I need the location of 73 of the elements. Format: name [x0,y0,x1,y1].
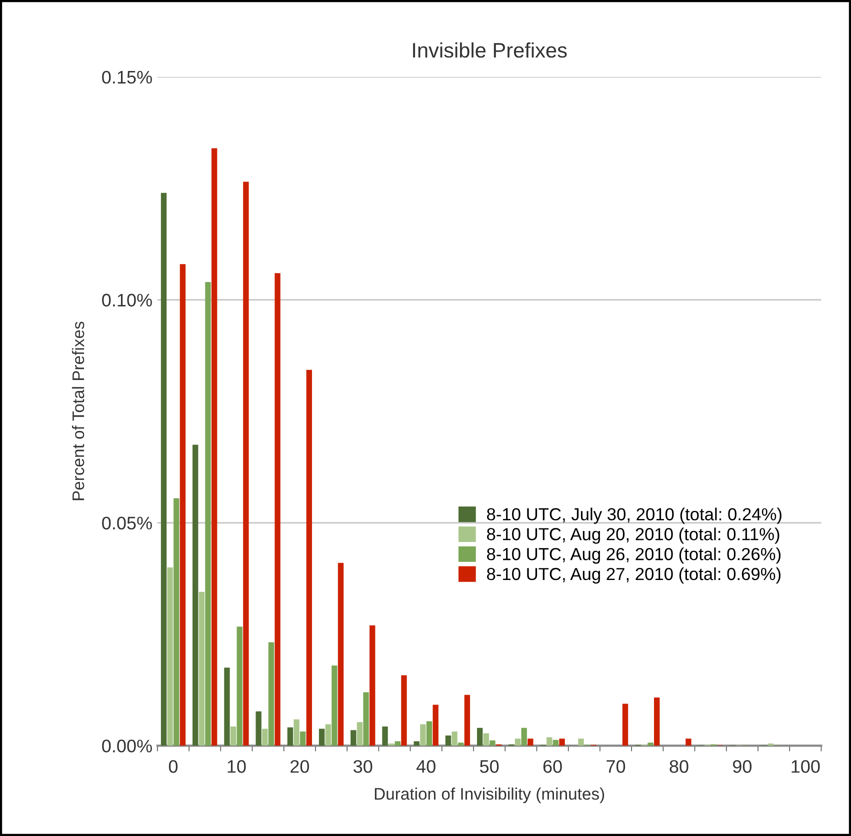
bar [654,698,660,746]
bar [300,731,306,746]
bar [648,742,654,746]
bar [420,724,426,746]
bar [514,738,521,746]
bar [521,728,527,746]
bar [294,719,300,746]
bar [205,282,211,746]
legend-label: 8-10 UTC, July 30, 2010 (total: 0.24%) [487,508,782,524]
bar [445,735,452,746]
bar [578,738,584,746]
y-tick-label: 0.05% [102,516,152,530]
bar [306,370,312,746]
bar [167,567,173,746]
y-tick-label: 0.10% [102,294,152,307]
x-tick-label: 80 [670,760,688,773]
bar [686,738,692,746]
y-tick-label: 0.15% [102,70,152,84]
bar [464,694,470,746]
bar [174,498,180,746]
x-tick-label: 100 [792,760,820,773]
bar [490,740,496,746]
bar [268,642,274,746]
y-axis-title: Percent of Total Prefixes [72,322,84,500]
bar [325,724,331,746]
bar [211,148,218,746]
bar [477,728,483,746]
bar [192,444,198,746]
bar [160,192,167,746]
bar [483,733,490,746]
x-tick-label: 60 [543,760,562,773]
legend-label: 8-10 UTC, Aug 26, 2010 (total: 0.26%) [487,548,780,564]
bar [401,675,407,746]
legend-label: 8-10 UTC, Aug 27, 2010 (total: 0.69%) [487,567,780,584]
bar [224,668,230,746]
bar [552,740,559,746]
x-tick-label: 70 [606,760,626,773]
bar [243,182,249,746]
bar [262,728,268,746]
bar [198,592,205,746]
bar [363,692,369,746]
bar [230,726,236,746]
bar [432,704,438,746]
bar [370,625,376,746]
x-axis-title: Duration of Invisibility (minutes) [374,788,604,804]
chart-title: Invisible Prefixes [413,42,567,58]
x-tick-label: 30 [354,760,372,773]
bar [426,721,432,746]
bar [356,722,363,746]
x-tick-label: 0 [168,760,178,773]
legend-label: 8-10 UTC, Aug 20, 2010 (total: 0.11%) [487,528,780,544]
bar [236,626,242,746]
bar [274,273,280,746]
bar [350,730,356,746]
x-tick-label: 20 [290,760,310,773]
x-tick-label: 50 [480,760,499,773]
x-tick-label: 40 [416,760,436,773]
bar [528,738,534,746]
bar [338,562,344,746]
bar [546,737,552,746]
bar [256,711,262,746]
y-tick-label: 0.00% [102,740,152,752]
bar [559,738,565,746]
bar [332,665,338,746]
bar [180,264,186,746]
bar [382,726,388,746]
bar [622,704,628,746]
x-tick-label: 10 [228,760,246,773]
bar [287,727,294,746]
x-tick-label: 90 [733,760,752,773]
bar [458,742,464,746]
bar [318,728,325,746]
bar [452,731,458,746]
